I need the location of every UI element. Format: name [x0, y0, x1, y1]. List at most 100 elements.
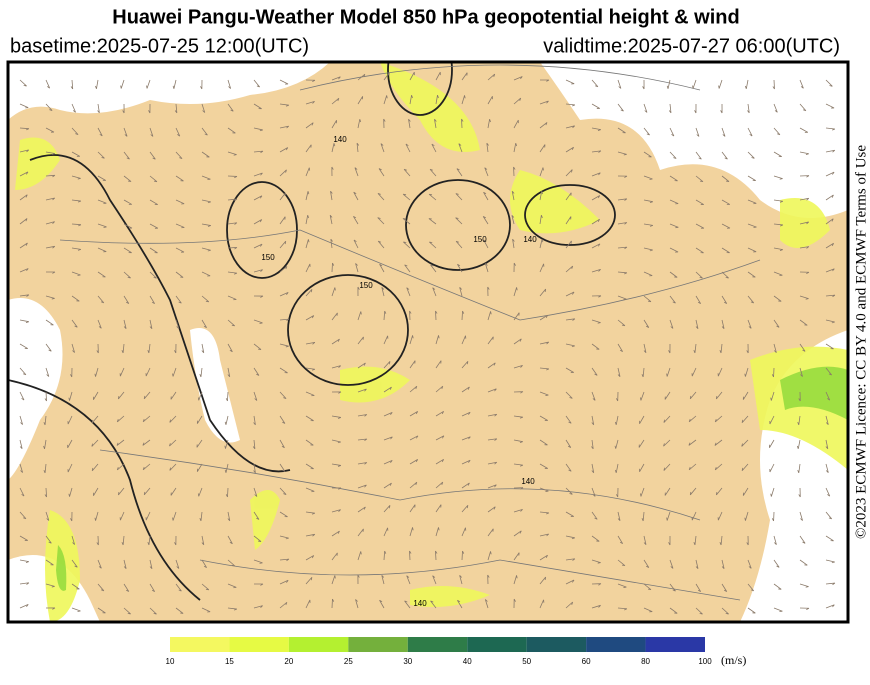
wind-arrow — [513, 391, 524, 394]
contour-label: 140 — [333, 135, 347, 144]
wind-arrow — [174, 103, 178, 114]
wind-arrow — [331, 487, 342, 490]
wind-arrow — [175, 559, 180, 569]
colorbar-label: 100 — [698, 657, 712, 666]
wind-arrow — [331, 143, 336, 153]
wind-arrow — [409, 360, 416, 369]
wind-arrow — [279, 343, 289, 348]
wind-arrow — [142, 463, 151, 471]
wind-arrow — [539, 367, 550, 371]
wind-arrow — [487, 119, 491, 129]
wind-arrow — [169, 415, 177, 423]
wind-arrow — [19, 559, 29, 563]
wind-arrow — [45, 197, 56, 201]
wind-arrow — [405, 143, 411, 153]
wind-arrow — [149, 583, 156, 593]
wind-arrow — [305, 315, 315, 321]
wind-arrow — [539, 341, 550, 345]
wind-arrow — [669, 271, 678, 278]
wind-arrow — [435, 550, 438, 561]
wind-arrow — [617, 607, 628, 611]
wind-arrow — [279, 79, 289, 85]
colorbar-label: 30 — [403, 657, 412, 666]
wind-arrow — [409, 411, 419, 417]
wind-arrow — [747, 559, 752, 569]
wind-arrow — [174, 343, 177, 354]
wind-arrow — [279, 367, 288, 374]
wind-arrow — [539, 79, 550, 82]
wind-arrow — [719, 535, 723, 546]
wind-arrow — [487, 574, 490, 585]
wind-arrow — [771, 367, 775, 378]
wind-arrow — [663, 439, 671, 447]
wind-arrow — [721, 127, 726, 137]
wind-arrow — [513, 415, 524, 419]
wind-arrow — [435, 527, 440, 537]
wind-arrow — [666, 367, 671, 377]
wind-arrow — [747, 151, 755, 159]
wind-arrow — [717, 511, 723, 521]
wind-arrow — [71, 343, 75, 353]
wind-arrow — [745, 79, 749, 89]
wind-arrow — [175, 151, 183, 159]
wind-arrow — [715, 391, 723, 400]
wind-arrow — [747, 607, 756, 614]
wind-arrow — [617, 246, 628, 250]
wind-arrow — [695, 223, 705, 229]
wind-arrow — [539, 391, 549, 396]
wind-arrow — [461, 72, 468, 81]
wind-arrow — [381, 575, 385, 585]
wind-arrow — [71, 127, 79, 135]
wind-arrow — [175, 583, 182, 592]
wind-arrow — [643, 583, 652, 591]
wind-arrow — [799, 607, 810, 610]
wind-arrow — [695, 127, 700, 137]
wind-arrow — [799, 559, 808, 566]
wind-arrow — [305, 215, 309, 225]
wind-arrow — [201, 127, 208, 136]
wind-arrow — [409, 385, 418, 393]
wind-arrow — [227, 367, 231, 378]
wind-arrow — [383, 482, 392, 489]
wind-arrow — [175, 199, 185, 205]
wind-arrow — [224, 439, 229, 449]
wind-arrow — [200, 79, 203, 90]
wind-arrow — [721, 247, 730, 254]
wind-arrow — [97, 175, 107, 181]
wind-arrow — [19, 294, 30, 297]
wind-arrow — [19, 79, 27, 87]
wind-arrow — [747, 295, 755, 304]
wind-arrow — [487, 73, 496, 81]
wind-arrow — [668, 343, 671, 354]
wind-arrow — [669, 583, 676, 592]
wind-arrow — [825, 79, 833, 87]
wind-arrow — [591, 295, 602, 298]
wind-arrow — [773, 559, 780, 568]
wind-arrow — [404, 600, 411, 609]
colorbar-swatch — [526, 637, 587, 652]
wind-arrow — [691, 511, 697, 521]
wind-arrow — [91, 463, 99, 472]
wind-arrow — [45, 295, 55, 300]
wind-arrow — [614, 463, 619, 473]
wind-arrow — [357, 438, 368, 442]
wind-arrow — [487, 528, 494, 537]
wind-arrow — [383, 361, 391, 369]
wind-arrow — [93, 391, 99, 400]
wind-arrow — [617, 103, 624, 112]
wind-arrow — [591, 218, 600, 225]
wind-arrow — [773, 271, 783, 277]
wind-arrow — [119, 511, 125, 521]
wind-arrow — [357, 574, 360, 585]
title: Huawei Pangu-Weather Model 850 hPa geopo… — [112, 6, 739, 28]
wind-shading-strong — [56, 366, 848, 591]
wind-arrow — [773, 583, 782, 590]
wind-arrow — [145, 511, 151, 521]
wind-arrow — [253, 243, 263, 249]
wind-arrow — [799, 271, 810, 274]
wind-arrow — [695, 175, 704, 183]
wind-arrow — [695, 559, 699, 570]
wind-arrow — [539, 191, 544, 201]
wind-arrow — [149, 127, 154, 137]
